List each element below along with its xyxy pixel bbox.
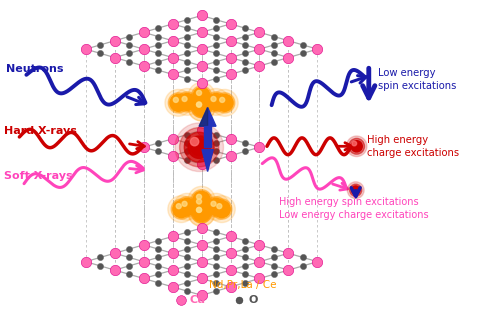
Circle shape xyxy=(182,201,187,206)
Circle shape xyxy=(176,204,181,209)
Circle shape xyxy=(184,132,214,162)
Text: Low energy
spin excitations: Low energy spin excitations xyxy=(378,68,456,91)
Circle shape xyxy=(165,89,192,116)
Circle shape xyxy=(177,197,197,217)
Circle shape xyxy=(347,136,367,157)
Circle shape xyxy=(174,193,201,220)
Circle shape xyxy=(193,196,210,213)
Circle shape xyxy=(192,86,212,106)
Polygon shape xyxy=(202,150,213,171)
Circle shape xyxy=(211,89,238,116)
Circle shape xyxy=(174,89,201,115)
Circle shape xyxy=(203,89,229,115)
Circle shape xyxy=(196,194,202,199)
Circle shape xyxy=(203,193,229,220)
Circle shape xyxy=(208,196,235,223)
Circle shape xyxy=(188,199,215,226)
Circle shape xyxy=(214,201,230,218)
Circle shape xyxy=(188,191,215,218)
Circle shape xyxy=(348,138,365,154)
Circle shape xyxy=(173,97,179,102)
Circle shape xyxy=(217,204,222,209)
Circle shape xyxy=(349,184,362,196)
Circle shape xyxy=(170,94,187,111)
Circle shape xyxy=(351,186,360,194)
Circle shape xyxy=(191,137,199,146)
Circle shape xyxy=(196,90,202,95)
Circle shape xyxy=(188,136,210,158)
Circle shape xyxy=(192,97,212,117)
Circle shape xyxy=(171,199,192,219)
Circle shape xyxy=(196,102,202,107)
Circle shape xyxy=(192,203,212,223)
Circle shape xyxy=(192,190,212,210)
Circle shape xyxy=(212,199,232,219)
Circle shape xyxy=(193,204,210,221)
Circle shape xyxy=(177,92,197,112)
Circle shape xyxy=(188,186,215,213)
Text: Cu: Cu xyxy=(190,295,206,306)
Text: Hard X-rays: Hard X-rays xyxy=(4,126,77,136)
Circle shape xyxy=(168,93,189,113)
Text: High energy spin excitations
Low energy charge excitations: High energy spin excitations Low energy … xyxy=(278,197,428,220)
Circle shape xyxy=(192,97,212,117)
Circle shape xyxy=(196,199,202,204)
Polygon shape xyxy=(199,107,216,126)
Circle shape xyxy=(188,83,215,109)
Circle shape xyxy=(211,201,216,206)
Circle shape xyxy=(175,123,224,171)
Text: Neutrons: Neutrons xyxy=(6,64,64,74)
Circle shape xyxy=(193,88,210,104)
Circle shape xyxy=(192,194,212,215)
Polygon shape xyxy=(199,107,208,126)
Text: O: O xyxy=(248,295,258,306)
Circle shape xyxy=(208,94,225,110)
Text: Nd,Pr,La / Ce: Nd,Pr,La / Ce xyxy=(208,280,276,290)
Circle shape xyxy=(196,207,202,212)
Circle shape xyxy=(188,94,215,121)
Circle shape xyxy=(211,96,216,101)
Circle shape xyxy=(352,141,357,146)
Circle shape xyxy=(173,201,190,218)
Circle shape xyxy=(192,203,212,223)
Circle shape xyxy=(182,96,187,101)
Circle shape xyxy=(220,97,225,102)
Circle shape xyxy=(206,92,226,112)
Circle shape xyxy=(193,99,210,116)
Circle shape xyxy=(191,139,208,156)
Circle shape xyxy=(193,99,210,116)
Circle shape xyxy=(351,141,362,152)
Text: High energy
charge excitations: High energy charge excitations xyxy=(367,135,459,158)
Circle shape xyxy=(179,198,195,215)
Circle shape xyxy=(196,102,202,107)
Circle shape xyxy=(206,197,226,217)
Circle shape xyxy=(168,196,195,223)
Circle shape xyxy=(215,93,235,113)
Circle shape xyxy=(193,192,210,208)
Circle shape xyxy=(208,198,225,215)
Circle shape xyxy=(196,207,202,212)
Circle shape xyxy=(193,204,210,221)
Circle shape xyxy=(180,128,219,167)
Polygon shape xyxy=(204,126,211,147)
Circle shape xyxy=(179,94,195,110)
Circle shape xyxy=(188,94,215,121)
Circle shape xyxy=(188,199,215,226)
Text: Soft X-rays: Soft X-rays xyxy=(4,171,73,181)
Circle shape xyxy=(348,182,364,198)
Circle shape xyxy=(216,94,233,111)
